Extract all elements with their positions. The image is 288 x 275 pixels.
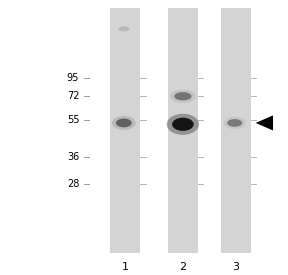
Text: 72: 72 (67, 91, 79, 101)
Ellipse shape (118, 26, 129, 31)
Ellipse shape (170, 90, 196, 103)
Text: 28: 28 (67, 179, 79, 189)
Text: 1: 1 (122, 262, 129, 272)
Ellipse shape (112, 116, 136, 130)
Text: 3: 3 (233, 262, 240, 272)
Ellipse shape (174, 92, 192, 100)
Ellipse shape (167, 114, 199, 135)
Bar (110, 8, 140, 253)
Text: 2: 2 (179, 262, 186, 272)
Ellipse shape (172, 118, 194, 131)
Bar (168, 8, 198, 253)
Bar (221, 8, 251, 253)
Ellipse shape (116, 119, 132, 127)
Polygon shape (256, 116, 273, 130)
Ellipse shape (227, 119, 242, 127)
Text: 36: 36 (67, 152, 79, 162)
Text: 55: 55 (67, 115, 79, 125)
Text: 95: 95 (67, 73, 79, 83)
Ellipse shape (223, 117, 246, 129)
